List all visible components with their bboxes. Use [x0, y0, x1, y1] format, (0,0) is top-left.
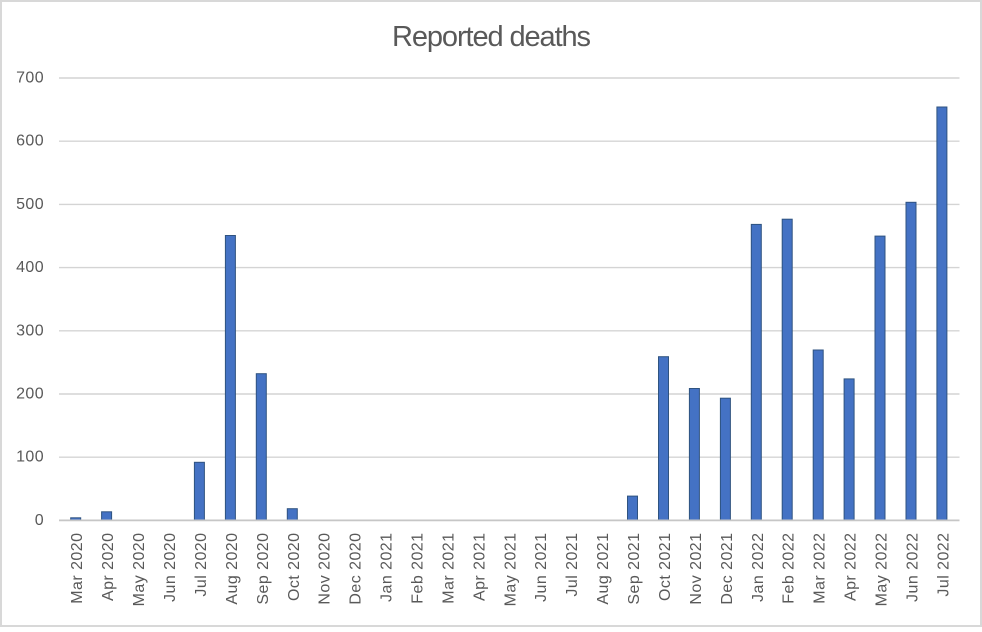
svg-text:May 2022: May 2022 — [874, 533, 891, 607]
svg-text:Apr 2021: Apr 2021 — [471, 533, 488, 602]
svg-text:Oct 2020: Oct 2020 — [286, 533, 303, 602]
svg-text:Aug 2020: Aug 2020 — [224, 533, 241, 605]
svg-text:Jan 2022: Jan 2022 — [750, 533, 767, 602]
svg-text:200: 200 — [16, 386, 44, 403]
svg-text:Nov 2020: Nov 2020 — [317, 533, 334, 605]
svg-text:Jun 2022: Jun 2022 — [905, 533, 922, 602]
svg-text:Aug 2021: Aug 2021 — [595, 533, 612, 605]
svg-text:Jul 2022: Jul 2022 — [935, 533, 952, 597]
svg-text:400: 400 — [16, 259, 44, 276]
svg-text:700: 700 — [16, 70, 44, 87]
svg-text:Nov 2021: Nov 2021 — [688, 533, 705, 605]
svg-text:Apr 2022: Apr 2022 — [843, 533, 860, 602]
svg-text:Dec 2020: Dec 2020 — [348, 533, 365, 605]
svg-text:Jun 2020: Jun 2020 — [162, 533, 179, 602]
svg-text:100: 100 — [16, 449, 44, 466]
svg-text:0: 0 — [35, 512, 44, 529]
svg-text:Reported deaths: Reported deaths — [392, 21, 591, 53]
svg-text:500: 500 — [16, 196, 44, 213]
svg-text:Mar 2020: Mar 2020 — [69, 533, 86, 604]
svg-text:Sep 2021: Sep 2021 — [626, 533, 643, 605]
svg-text:Sep 2020: Sep 2020 — [255, 533, 272, 605]
svg-text:Apr 2020: Apr 2020 — [100, 533, 117, 602]
svg-text:Oct 2021: Oct 2021 — [657, 533, 674, 602]
svg-text:600: 600 — [16, 133, 44, 150]
svg-text:Mar 2021: Mar 2021 — [440, 533, 457, 604]
svg-text:Jun 2021: Jun 2021 — [533, 533, 550, 602]
svg-text:Feb 2021: Feb 2021 — [410, 533, 427, 604]
svg-text:Jul 2021: Jul 2021 — [564, 533, 581, 597]
svg-text:Jan 2021: Jan 2021 — [379, 533, 396, 602]
svg-text:Feb 2022: Feb 2022 — [781, 533, 798, 604]
svg-text:Dec 2021: Dec 2021 — [719, 533, 736, 605]
svg-text:May 2021: May 2021 — [502, 533, 519, 607]
svg-text:300: 300 — [16, 322, 44, 339]
svg-text:Jul 2020: Jul 2020 — [193, 533, 210, 597]
svg-text:May 2020: May 2020 — [131, 533, 148, 607]
svg-text:Mar 2022: Mar 2022 — [812, 533, 829, 604]
